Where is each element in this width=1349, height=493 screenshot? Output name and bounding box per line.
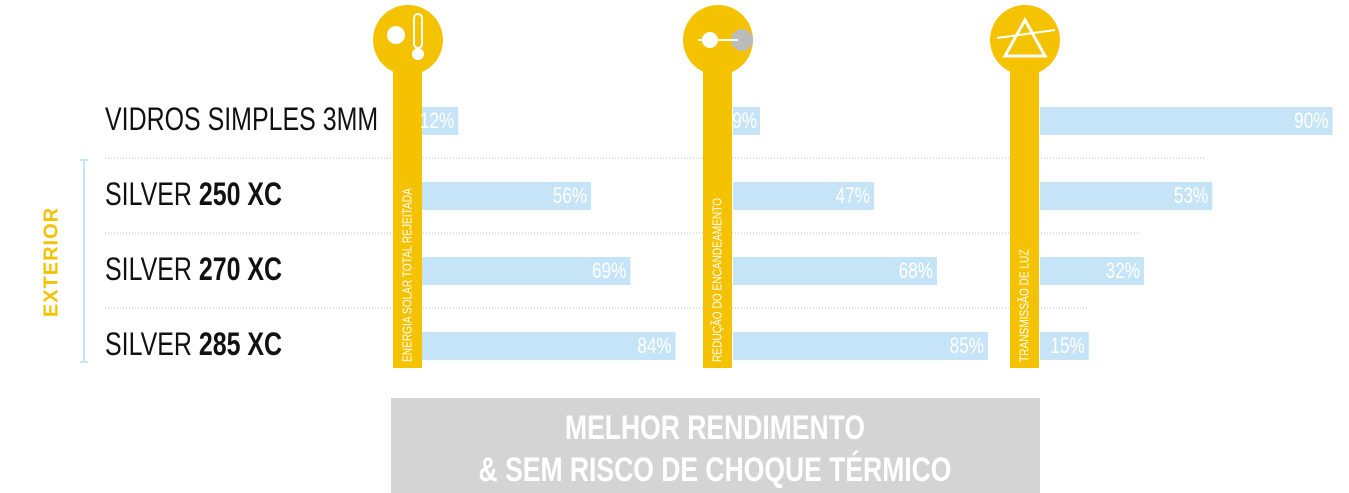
chart-title: REDUÇÃO DO ENCANDEAMENTO bbox=[710, 198, 724, 362]
chart-title: ENERGIA SOLAR TOTAL REJEITADA bbox=[400, 188, 414, 362]
chart-title-group: TRANSMISSÃO DE LUZ bbox=[1017, 249, 1031, 362]
icon-thermo-bulb bbox=[412, 48, 424, 60]
bar bbox=[422, 332, 676, 360]
value-label-group: 47% bbox=[836, 184, 870, 209]
value-label: 15% bbox=[1050, 334, 1084, 359]
value-label-group: 9% bbox=[732, 109, 757, 134]
value-label-group: 15% bbox=[1050, 334, 1084, 359]
value-label-group: 53% bbox=[1174, 184, 1208, 209]
icon-ray bbox=[996, 29, 1056, 39]
category-label: VIDROS SIMPLES 3MM bbox=[105, 102, 378, 138]
value-label: 90% bbox=[1294, 109, 1328, 134]
icon-disc bbox=[731, 29, 753, 51]
value-label-group: 90% bbox=[1294, 109, 1328, 134]
bar bbox=[733, 257, 937, 285]
footer-line: MELHOR RENDIMENTO bbox=[565, 409, 865, 447]
value-label-group: 68% bbox=[899, 259, 933, 284]
pillar bbox=[703, 40, 732, 368]
icon-circle bbox=[373, 5, 443, 75]
category-label-group: SILVER 285 XC bbox=[105, 327, 282, 363]
value-label: 53% bbox=[1174, 184, 1208, 209]
value-label-group: 56% bbox=[553, 184, 587, 209]
bar bbox=[733, 107, 760, 135]
bracket bbox=[80, 159, 88, 363]
separators bbox=[105, 157, 1205, 309]
side-label: EXTERIOR bbox=[40, 207, 62, 317]
value-label: 9% bbox=[732, 109, 757, 134]
bar bbox=[422, 182, 592, 210]
pillar bbox=[393, 40, 422, 368]
icon-prism bbox=[1002, 16, 1048, 58]
value-label: 12% bbox=[420, 109, 454, 134]
value-label: 85% bbox=[950, 334, 984, 359]
category-name: VIDROS SIMPLES 3MM bbox=[105, 102, 378, 138]
value-label-group: 32% bbox=[1106, 259, 1140, 284]
value-label-group: 85% bbox=[950, 334, 984, 359]
chart-title-group: ENERGIA SOLAR TOTAL REJEITADA bbox=[400, 188, 414, 362]
category-label: SILVER 285 XC bbox=[105, 327, 282, 363]
pillar bbox=[1010, 40, 1039, 368]
category-label-group: SILVER 250 XC bbox=[105, 177, 282, 213]
chart-title-group: REDUÇÃO DO ENCANDEAMENTO bbox=[710, 198, 724, 362]
value-label: 56% bbox=[553, 184, 587, 209]
bar bbox=[1040, 107, 1333, 135]
bar bbox=[733, 332, 988, 360]
category-label: SILVER 250 XC bbox=[105, 177, 282, 213]
value-label-group: 12% bbox=[420, 109, 454, 134]
category-bold: 270 XC bbox=[199, 252, 282, 288]
bar bbox=[1040, 182, 1213, 210]
value-label: 47% bbox=[836, 184, 870, 209]
chart-title: TRANSMISSÃO DE LUZ bbox=[1017, 249, 1031, 362]
value-label-group: 69% bbox=[592, 259, 626, 284]
bar bbox=[1040, 257, 1144, 285]
category-label-group: VIDROS SIMPLES 3MM bbox=[105, 102, 378, 138]
value-label-group: 84% bbox=[637, 334, 671, 359]
bar bbox=[422, 257, 631, 285]
footer-line-group: & SEM RISCO DE CHOQUE TÉRMICO bbox=[479, 450, 952, 489]
value-label: 84% bbox=[637, 334, 671, 359]
value-label: 68% bbox=[899, 259, 933, 284]
side-label-group: EXTERIOR bbox=[40, 207, 62, 317]
category-bold: 285 XC bbox=[199, 327, 282, 363]
category-space bbox=[192, 177, 199, 213]
footer-box bbox=[391, 398, 1040, 493]
category-name: SILVER bbox=[105, 252, 192, 288]
category-name: SILVER bbox=[105, 327, 192, 363]
bar bbox=[1040, 332, 1089, 360]
category-space bbox=[192, 327, 199, 363]
bar bbox=[422, 107, 459, 135]
icon-circle bbox=[990, 5, 1060, 75]
category-bold: 250 XC bbox=[199, 177, 282, 213]
footer-line: & SEM RISCO DE CHOQUE TÉRMICO bbox=[479, 450, 952, 489]
value-label: 32% bbox=[1106, 259, 1140, 284]
category-name: SILVER bbox=[105, 177, 192, 213]
icon-sun bbox=[387, 26, 405, 44]
category-space bbox=[192, 252, 199, 288]
value-label: 69% bbox=[592, 259, 626, 284]
bar bbox=[733, 182, 874, 210]
category-label-group: SILVER 270 XC bbox=[105, 252, 282, 288]
category-label: SILVER 270 XC bbox=[105, 252, 282, 288]
footer-line-group: MELHOR RENDIMENTO bbox=[565, 409, 865, 447]
